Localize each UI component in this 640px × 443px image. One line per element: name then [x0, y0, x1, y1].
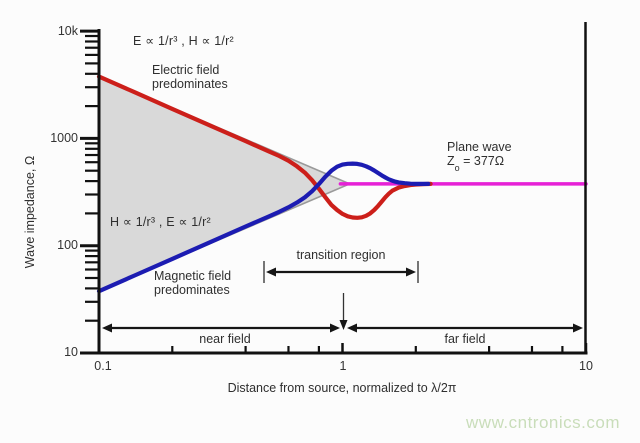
- near-field-label: near field: [199, 332, 251, 346]
- y-tick-10: 10: [64, 345, 78, 359]
- equation-electric: E ∝ 1/r³ , H ∝ 1/r²: [133, 34, 234, 48]
- boundary-at-1-down-arrowhead: [339, 320, 348, 330]
- transition-span-left-arrowhead: [266, 267, 276, 277]
- x-tick-1: 1: [339, 359, 347, 373]
- y-tick-10k: 10k: [57, 24, 78, 38]
- y-tick-1000: 1000: [50, 131, 78, 145]
- far-field-span-left-arrowhead: [347, 323, 357, 333]
- far-field-span-right-arrowhead: [573, 323, 583, 333]
- transition-region-label: transition region: [296, 248, 386, 262]
- transition-span-right-arrowhead: [406, 267, 416, 277]
- x-tick-10: 10: [579, 359, 593, 373]
- near-field-span-right-arrowhead: [330, 323, 340, 333]
- watermark: www.cntronics.com: [466, 413, 620, 432]
- series-magnetic-field-impedance: [96, 161, 431, 294]
- magnetic-field-label: Magnetic field predominates: [154, 269, 232, 297]
- x-axis-title: Distance from source, normalized to λ/2π: [227, 381, 457, 395]
- electric-field-label: Electric field predominates: [152, 63, 228, 91]
- far-field-label: far field: [444, 332, 486, 346]
- equation-magnetic: H ∝ 1/r³ , E ∝ 1/r²: [110, 215, 211, 229]
- plane-wave-label: Plane wave Zo = 377Ω: [447, 140, 512, 173]
- x-tick-0p1: 0.1: [94, 359, 112, 373]
- series-electric-field-impedance: [96, 74, 433, 220]
- near-field-span-left-arrowhead: [102, 323, 112, 333]
- y-tick-100: 100: [57, 238, 78, 252]
